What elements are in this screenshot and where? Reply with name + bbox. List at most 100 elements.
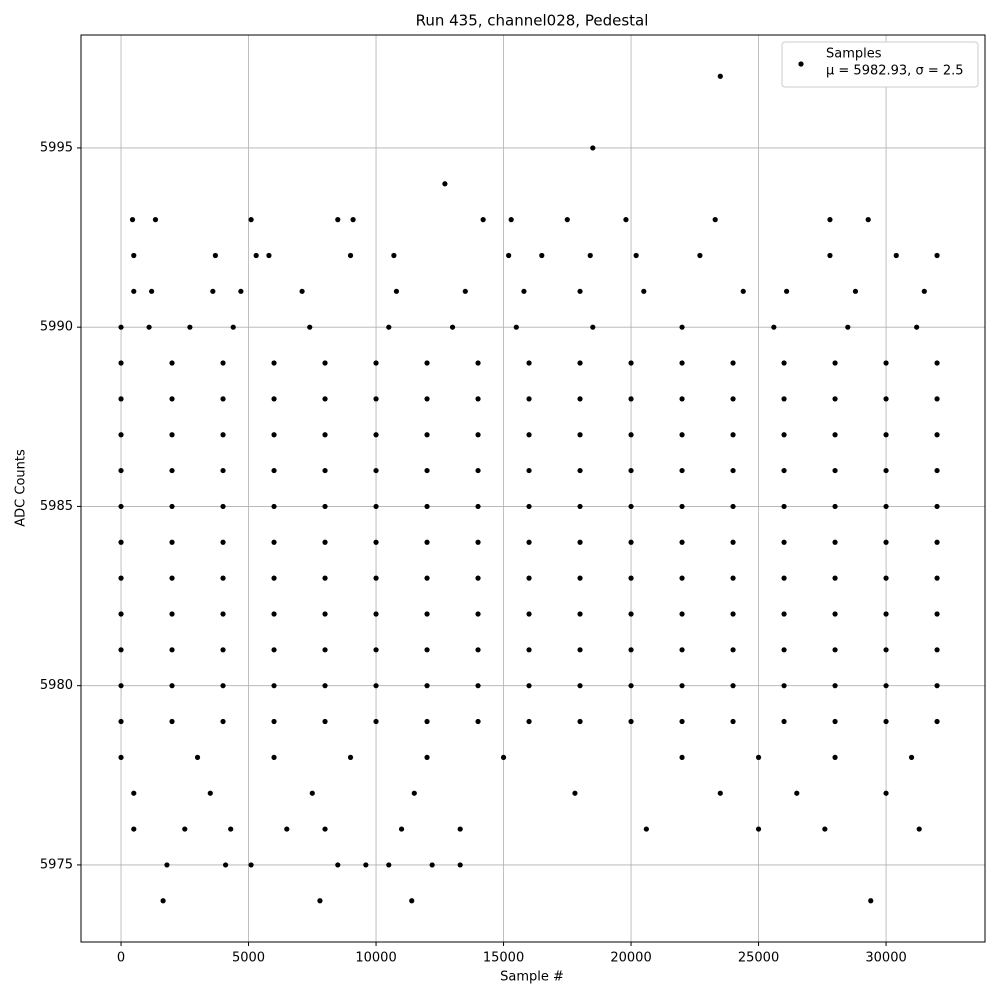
y-tick-label: 5985 — [40, 499, 73, 514]
point — [883, 575, 889, 581]
point — [194, 754, 201, 760]
point — [526, 396, 532, 402]
x-tick-label: 10000 — [355, 951, 396, 966]
point — [526, 647, 532, 653]
point — [118, 718, 124, 725]
point — [628, 360, 634, 366]
point — [641, 288, 647, 294]
point — [679, 503, 685, 510]
point — [916, 826, 922, 832]
point — [628, 647, 634, 653]
point — [475, 432, 481, 438]
point — [424, 360, 430, 366]
point — [883, 647, 889, 653]
point — [131, 790, 137, 796]
point — [220, 360, 226, 366]
point — [220, 611, 226, 617]
point — [628, 683, 634, 689]
point — [730, 396, 736, 402]
point — [679, 432, 685, 438]
point — [781, 718, 787, 725]
point — [577, 467, 583, 474]
point — [424, 611, 430, 617]
point — [220, 683, 226, 689]
point — [832, 683, 838, 689]
point — [228, 826, 234, 832]
legend-box — [781, 41, 979, 88]
point — [845, 324, 851, 330]
point — [118, 432, 124, 438]
point — [393, 288, 400, 294]
point — [623, 217, 629, 223]
legend-label: Samples — [826, 47, 882, 62]
point — [335, 862, 341, 868]
point — [730, 503, 736, 510]
point — [220, 467, 226, 474]
point — [322, 396, 328, 402]
point — [118, 611, 124, 617]
point — [883, 396, 889, 402]
point — [322, 360, 328, 366]
point — [118, 360, 124, 366]
point — [322, 683, 328, 689]
point — [781, 467, 787, 474]
point — [883, 611, 889, 617]
point — [118, 396, 124, 402]
point — [347, 252, 354, 259]
point — [373, 611, 379, 617]
point — [883, 718, 889, 725]
point — [317, 898, 323, 904]
point — [781, 611, 787, 617]
point — [480, 217, 486, 223]
point — [508, 217, 514, 223]
point — [883, 683, 889, 689]
point — [118, 539, 124, 545]
point — [322, 611, 328, 617]
point — [220, 432, 226, 438]
point — [832, 647, 838, 653]
point — [781, 360, 787, 366]
point — [717, 73, 723, 79]
point — [730, 611, 736, 617]
point — [118, 647, 124, 653]
point — [883, 467, 889, 474]
point — [210, 288, 216, 294]
point — [424, 754, 430, 760]
point — [934, 252, 940, 259]
point — [253, 252, 259, 259]
point — [271, 647, 277, 653]
point — [118, 575, 124, 581]
point — [730, 432, 736, 438]
point — [373, 360, 379, 366]
point — [424, 539, 430, 545]
point — [475, 647, 481, 653]
point — [921, 288, 927, 294]
point — [572, 790, 578, 796]
point — [539, 252, 545, 259]
point — [730, 575, 736, 581]
point — [934, 611, 940, 617]
point — [526, 432, 532, 438]
point — [475, 539, 481, 545]
point — [883, 503, 889, 510]
point — [207, 790, 213, 796]
point — [307, 324, 313, 330]
point — [248, 862, 254, 868]
point — [271, 683, 277, 689]
point — [730, 647, 736, 653]
point — [577, 683, 583, 689]
point — [118, 467, 124, 474]
point — [526, 683, 532, 689]
point — [398, 826, 405, 832]
point — [169, 575, 175, 581]
point — [322, 826, 328, 832]
point — [462, 288, 468, 294]
point — [131, 826, 137, 832]
point — [934, 575, 940, 581]
point — [755, 826, 762, 832]
point — [832, 396, 838, 402]
point — [730, 718, 736, 725]
point — [271, 611, 277, 617]
